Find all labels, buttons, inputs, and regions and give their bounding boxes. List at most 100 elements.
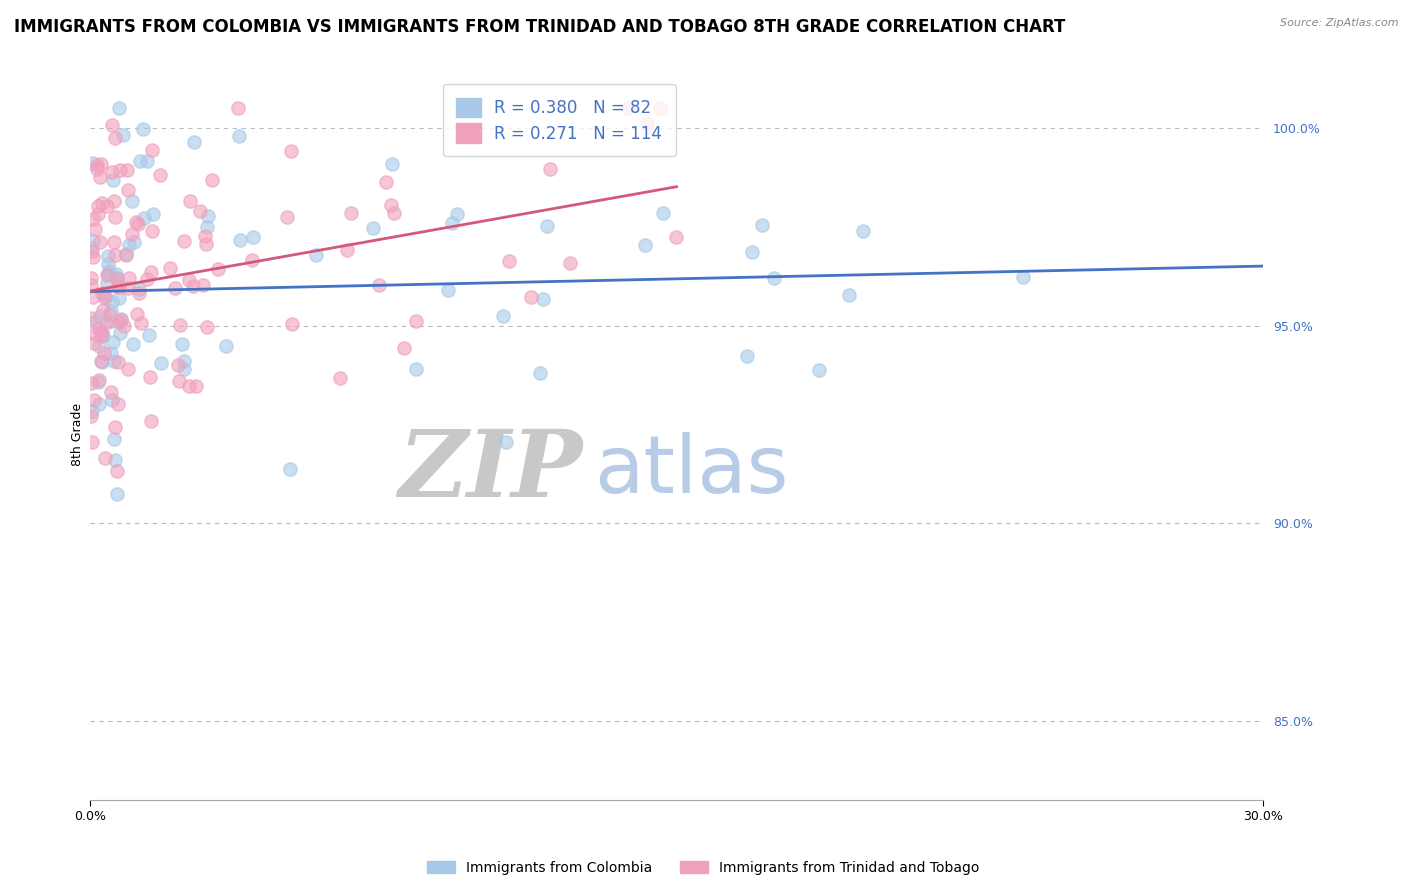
Point: [117, 184, 139, 198]
Point: [194, 228, 217, 243]
Point: [763, 271, 786, 285]
Point: [125, 307, 148, 321]
Point: [138, 328, 160, 343]
Point: [96, 268, 118, 282]
Point: [86, 206, 108, 220]
Point: [495, 435, 517, 450]
Point: [83, 392, 105, 407]
Point: [121, 194, 143, 209]
Point: [100, 304, 122, 318]
Point: [278, 461, 301, 475]
Point: [80, 241, 103, 255]
Point: [100, 314, 122, 328]
Point: [634, 238, 657, 252]
Point: [122, 235, 145, 249]
Point: [179, 273, 201, 287]
Point: [405, 314, 427, 328]
Text: IMMIGRANTS FROM COLOMBIA VS IMMIGRANTS FROM TRINIDAD AND TOBAGO 8TH GRADE CORREL: IMMIGRANTS FROM COLOMBIA VS IMMIGRANTS F…: [14, 18, 1066, 36]
Point: [173, 353, 195, 368]
Point: [392, 341, 415, 355]
Point: [105, 464, 128, 478]
Point: [741, 245, 763, 260]
Point: [131, 121, 153, 136]
Point: [87, 373, 110, 387]
Point: [107, 292, 129, 306]
Point: [173, 362, 195, 376]
Point: [107, 396, 129, 410]
Point: [86, 161, 108, 176]
Point: [125, 214, 148, 228]
Point: [228, 129, 250, 144]
Point: [94, 451, 117, 466]
Point: [380, 197, 402, 211]
Point: [112, 128, 135, 142]
Point: [173, 234, 195, 248]
Point: [141, 143, 163, 157]
Point: [195, 319, 218, 334]
Point: [142, 207, 165, 221]
Point: [136, 272, 159, 286]
Point: [648, 101, 671, 115]
Point: [100, 392, 122, 407]
Point: [89, 169, 111, 184]
Point: [118, 237, 141, 252]
Text: ZIP: ZIP: [398, 425, 582, 516]
Point: [129, 317, 152, 331]
Point: [91, 302, 114, 317]
Point: [105, 272, 128, 286]
Point: [533, 292, 555, 306]
Point: [105, 271, 128, 285]
Point: [80, 409, 103, 423]
Text: Source: ZipAtlas.com: Source: ZipAtlas.com: [1281, 18, 1399, 28]
Point: [375, 175, 398, 189]
Point: [91, 327, 114, 342]
Point: [617, 101, 640, 115]
Point: [97, 249, 120, 263]
Point: [339, 206, 361, 220]
Point: [1012, 269, 1035, 284]
Point: [141, 265, 163, 279]
Point: [117, 280, 139, 294]
Point: [86, 375, 108, 389]
Point: [86, 158, 108, 172]
Point: [281, 318, 304, 332]
Point: [91, 195, 114, 210]
Point: [498, 253, 520, 268]
Point: [228, 233, 250, 247]
Point: [179, 379, 201, 393]
Point: [82, 250, 104, 264]
Point: [132, 211, 155, 226]
Text: atlas: atlas: [595, 432, 789, 510]
Point: [838, 288, 860, 302]
Point: [179, 194, 201, 208]
Point: [96, 199, 118, 213]
Point: [163, 281, 186, 295]
Point: [538, 162, 561, 177]
Point: [100, 346, 122, 360]
Point: [87, 199, 110, 213]
Point: [87, 397, 110, 411]
Point: [122, 337, 145, 351]
Point: [89, 322, 111, 336]
Point: [107, 278, 129, 293]
Point: [97, 267, 120, 281]
Point: [121, 227, 143, 241]
Point: [80, 278, 103, 293]
Point: [110, 162, 132, 177]
Point: [195, 219, 218, 234]
Point: [101, 165, 124, 179]
Point: [536, 219, 558, 233]
Point: [80, 311, 103, 326]
Point: [183, 135, 205, 149]
Point: [127, 217, 149, 231]
Point: [103, 235, 125, 249]
Point: [107, 354, 129, 368]
Legend: Immigrants from Colombia, Immigrants from Trinidad and Tobago: Immigrants from Colombia, Immigrants fro…: [422, 855, 984, 880]
Point: [329, 370, 352, 384]
Point: [141, 224, 163, 238]
Point: [80, 270, 103, 285]
Point: [94, 289, 117, 303]
Point: [735, 349, 758, 363]
Point: [446, 207, 468, 221]
Point: [114, 247, 136, 261]
